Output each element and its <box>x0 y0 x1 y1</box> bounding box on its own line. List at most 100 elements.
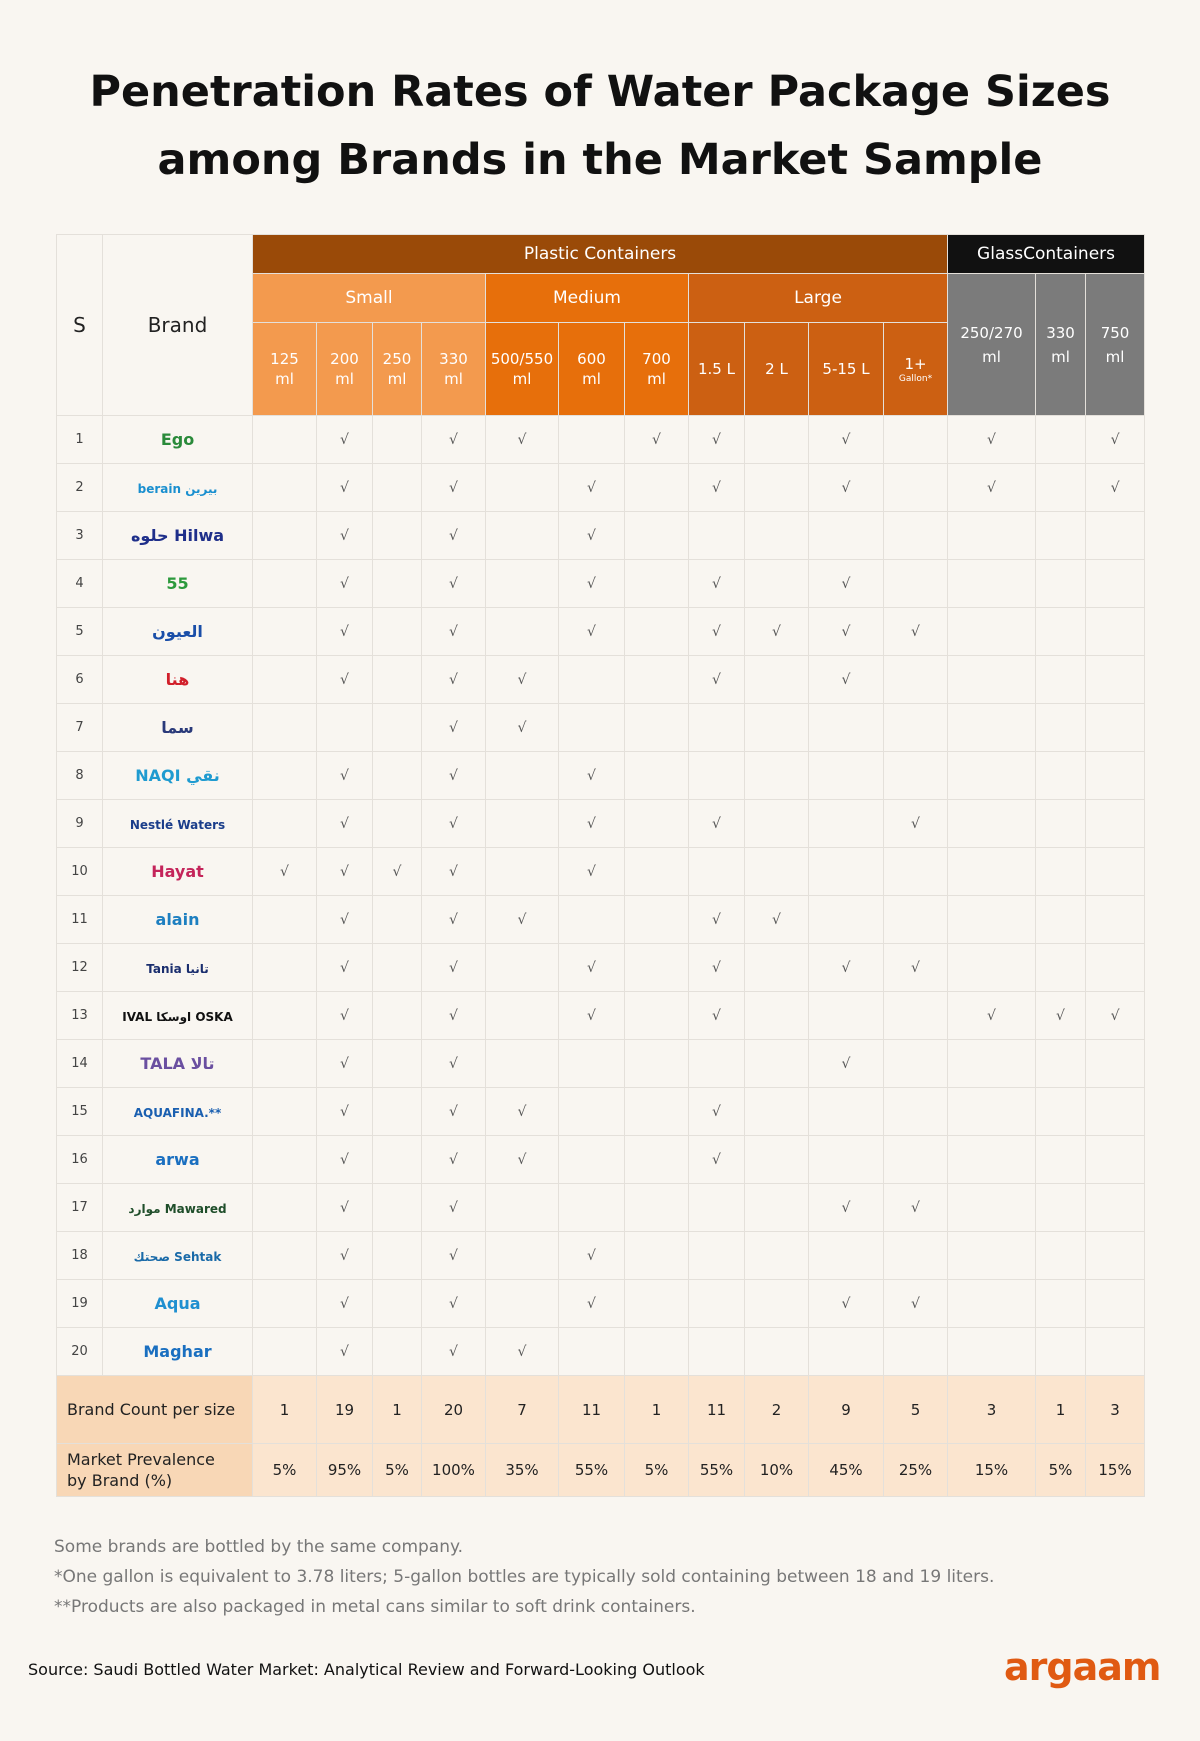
check-cell: √ <box>808 1279 884 1328</box>
check-cell <box>624 1183 689 1232</box>
header-size-1-5l: 1.5 L <box>688 322 745 416</box>
row-number: 14 <box>56 1039 103 1088</box>
row-number: 13 <box>56 991 103 1040</box>
check-cell: √ <box>252 847 317 896</box>
check-cell: √ <box>744 607 809 656</box>
check-cell <box>688 1183 745 1232</box>
check-cell: √ <box>316 655 373 704</box>
check-cell <box>1085 1231 1146 1280</box>
check-cell <box>252 415 317 464</box>
brand-count-label: Brand Count per size <box>56 1375 253 1444</box>
header-size-250: 250 ml <box>372 322 422 416</box>
check-cell: √ <box>485 655 559 704</box>
check-cell: √ <box>316 559 373 608</box>
check-cell <box>624 1087 689 1136</box>
table-row: 1 Ego √ √ √ √ √ √ √ √ <box>56 415 1146 464</box>
check-cell: √ <box>558 607 625 656</box>
check-cell <box>947 1231 1037 1280</box>
check-cell <box>744 1135 809 1184</box>
brand-count-value: 11 <box>558 1375 625 1444</box>
check-cell <box>688 703 745 752</box>
check-cell <box>947 847 1037 896</box>
table-row: 15 AQUAFINA.** √ √ √ √ <box>56 1087 1146 1136</box>
check-cell <box>1085 559 1146 608</box>
source-text: Source: Saudi Bottled Water Market: Anal… <box>28 1660 705 1679</box>
header-size-200: 200 ml <box>316 322 373 416</box>
check-cell: √ <box>558 799 625 848</box>
check-cell <box>882 895 949 944</box>
check-cell: √ <box>1035 991 1087 1040</box>
check-cell: √ <box>421 943 486 992</box>
header-size-250-270: 250/270 ml <box>947 273 1037 416</box>
brand-logo-cell: حلوه Hilwa <box>102 511 253 560</box>
prevalence-value: 10% <box>744 1443 809 1497</box>
table-row: 16 arwa √ √ √ √ <box>56 1135 1146 1184</box>
check-cell <box>252 511 317 560</box>
check-cell <box>808 1087 884 1136</box>
row-number: 2 <box>56 463 103 512</box>
brand-logo: alain <box>155 910 200 929</box>
check-cell: √ <box>808 607 884 656</box>
table-row: 8 NAQI نقي √ √ √ <box>56 751 1146 800</box>
row-number: 6 <box>56 655 103 704</box>
check-cell: √ <box>485 1327 559 1376</box>
check-cell <box>947 1135 1037 1184</box>
header-size-330: 330 ml <box>421 322 486 416</box>
check-cell: √ <box>808 463 884 512</box>
check-cell <box>744 655 809 704</box>
check-cell <box>252 607 317 656</box>
check-cell: √ <box>688 1087 745 1136</box>
row-number: 16 <box>56 1135 103 1184</box>
check-cell: √ <box>421 1183 486 1232</box>
check-cell <box>882 511 949 560</box>
brand-logo: NAQI نقي <box>135 766 220 785</box>
check-cell <box>1035 751 1087 800</box>
prevalence-value: 5% <box>252 1443 317 1497</box>
check-cell <box>624 511 689 560</box>
check-cell: √ <box>688 607 745 656</box>
check-cell: √ <box>421 1039 486 1088</box>
note-2: *One gallon is equivalent to 3.78 liters… <box>54 1567 995 1587</box>
brand-logo-cell: berain بيرين <box>102 463 253 512</box>
check-cell <box>624 943 689 992</box>
check-cell <box>744 847 809 896</box>
check-cell <box>372 463 422 512</box>
brand-logo-cell: IVAL اوسكا OSKA <box>102 991 253 1040</box>
check-cell <box>1085 1135 1146 1184</box>
brand-logo: حلوه Hilwa <box>130 526 225 545</box>
check-cell: √ <box>882 607 949 656</box>
check-cell <box>558 1087 625 1136</box>
check-cell <box>558 1135 625 1184</box>
table-row: 13 IVAL اوسكا OSKA √ √ √ √ √ √ √ <box>56 991 1146 1040</box>
check-cell <box>252 943 317 992</box>
check-cell <box>1085 847 1146 896</box>
check-cell <box>252 799 317 848</box>
table-row: 3 حلوه Hilwa √ √ √ <box>56 511 1146 560</box>
check-cell <box>947 1279 1037 1328</box>
check-cell <box>372 703 422 752</box>
table-row: 2 berain بيرين √ √ √ √ √ √ √ <box>56 463 1146 512</box>
check-cell <box>882 655 949 704</box>
check-cell <box>372 943 422 992</box>
check-cell <box>882 703 949 752</box>
check-cell: √ <box>316 799 373 848</box>
brand-logo: Nestlé Waters <box>129 818 226 832</box>
check-cell: √ <box>485 1087 559 1136</box>
check-cell <box>688 1279 745 1328</box>
check-cell: √ <box>688 463 745 512</box>
check-cell <box>372 607 422 656</box>
brand-logo-cell: صحتك Sehtak <box>102 1231 253 1280</box>
check-cell <box>1085 1327 1146 1376</box>
check-cell: √ <box>688 799 745 848</box>
check-cell <box>688 751 745 800</box>
brand-count-value: 3 <box>1085 1375 1146 1444</box>
check-cell <box>808 895 884 944</box>
check-cell: √ <box>316 991 373 1040</box>
check-cell <box>485 751 559 800</box>
check-cell <box>1085 1039 1146 1088</box>
check-cell <box>372 559 422 608</box>
check-cell: √ <box>421 799 486 848</box>
check-cell <box>1085 655 1146 704</box>
check-cell <box>744 1279 809 1328</box>
header-s: S <box>56 234 103 416</box>
